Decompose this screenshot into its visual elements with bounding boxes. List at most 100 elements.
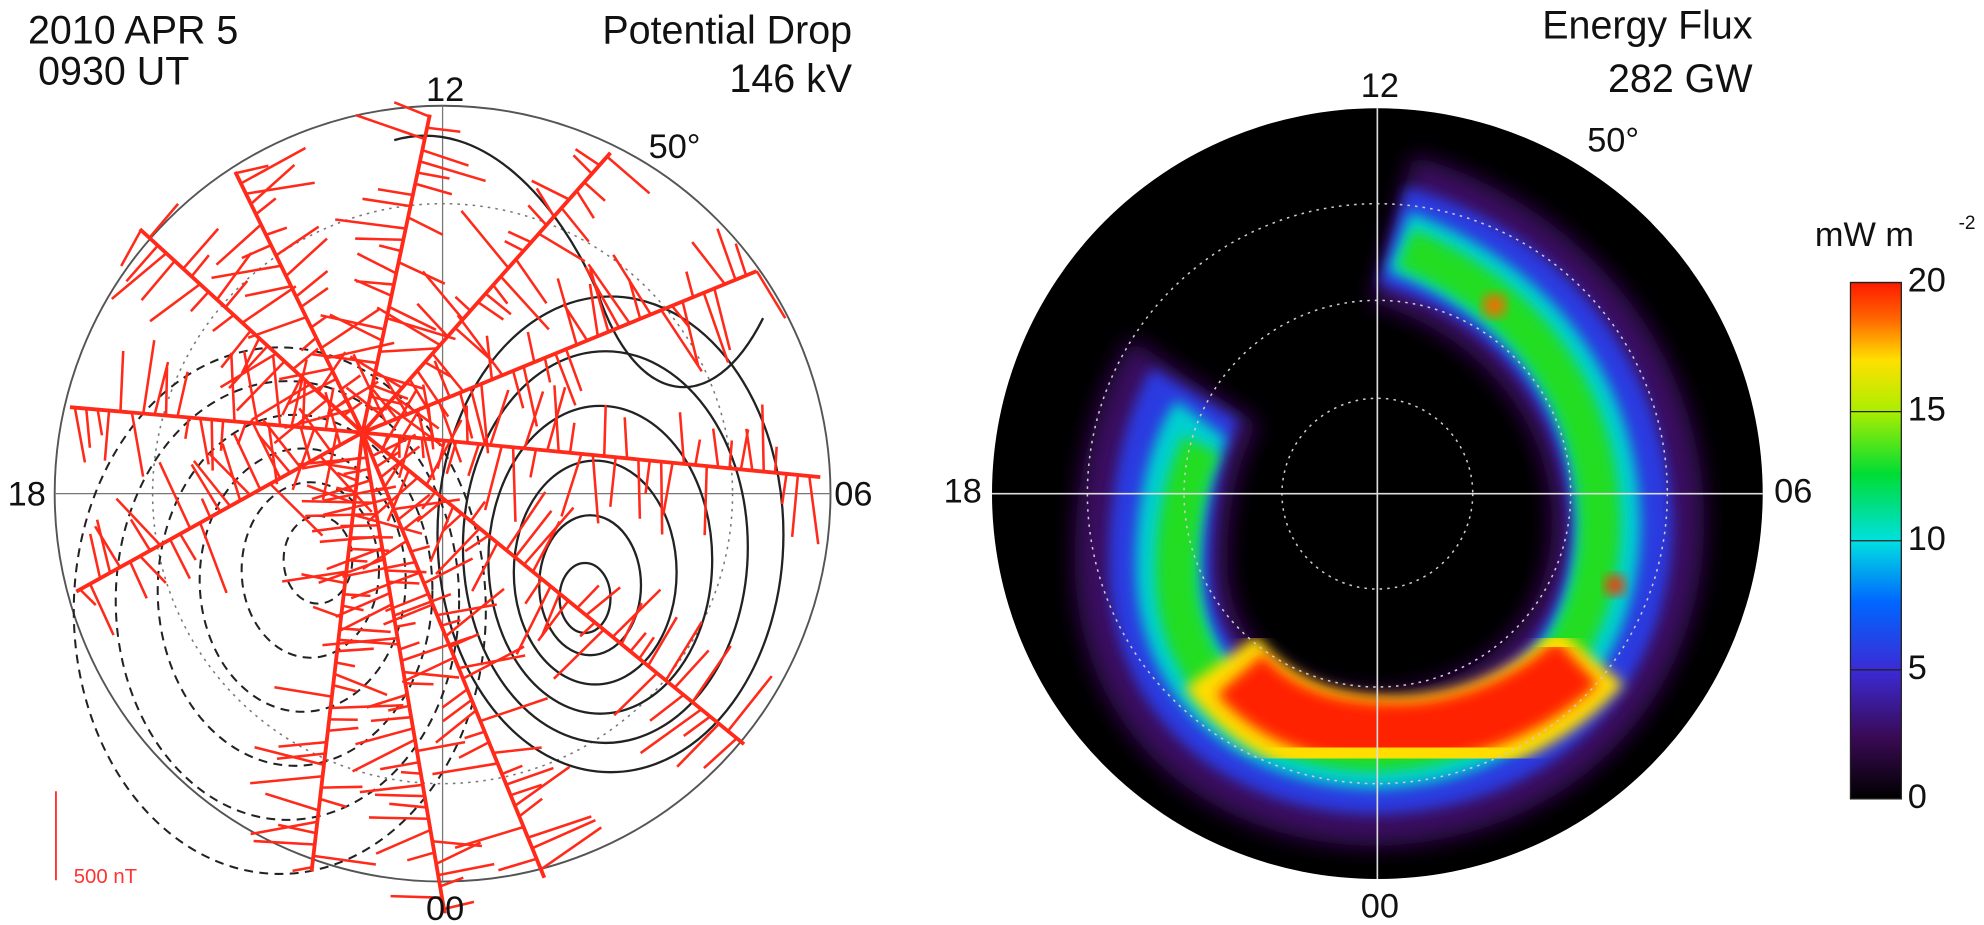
vector [659, 461, 664, 535]
contour [198, 447, 407, 713]
vector [322, 636, 398, 647]
vector [429, 506, 455, 563]
vector [397, 493, 431, 521]
vector [540, 593, 561, 637]
vector [366, 693, 408, 709]
vector [250, 820, 318, 836]
vector [120, 229, 143, 267]
vector [591, 454, 600, 524]
energy-flux-map [1074, 155, 1705, 846]
vector [734, 243, 748, 276]
vector [602, 404, 607, 457]
vector [278, 740, 327, 748]
vector [458, 654, 526, 670]
vector [355, 727, 414, 746]
vector [609, 457, 617, 507]
vector [403, 670, 460, 679]
vector [334, 672, 388, 697]
vector [335, 591, 391, 618]
vector [322, 462, 359, 471]
vector [79, 588, 97, 606]
vector [176, 371, 189, 417]
vector-spoke [361, 431, 746, 746]
mlt-label: 06 [1774, 473, 1812, 511]
vector [469, 500, 487, 522]
vector [182, 227, 220, 270]
mlt-label: 06 [834, 475, 872, 513]
vector [327, 726, 359, 733]
vector [588, 283, 600, 337]
vector [352, 353, 388, 424]
vector [568, 422, 576, 453]
colorbar-tick-label: 5 [1908, 649, 1927, 687]
vector [321, 785, 363, 789]
contour [240, 481, 381, 659]
vector [305, 512, 377, 518]
vector [158, 461, 192, 529]
vector [511, 447, 517, 522]
vector [251, 383, 311, 421]
vector [387, 580, 420, 585]
vector [401, 514, 422, 532]
vector [300, 336, 318, 352]
vector [370, 715, 412, 723]
vector [387, 704, 410, 712]
vector [523, 506, 575, 566]
vector [467, 443, 481, 477]
panel-value: 282 GW [1608, 57, 1753, 101]
vector [153, 361, 170, 415]
vector [664, 621, 703, 682]
vector [235, 360, 286, 412]
vector [761, 404, 766, 472]
vector [612, 254, 652, 316]
vector [379, 445, 421, 479]
vector [389, 802, 427, 809]
mlt-label: 12 [1361, 67, 1399, 105]
vector [355, 279, 394, 286]
vector [421, 384, 435, 440]
vector [189, 291, 210, 313]
vector [681, 301, 700, 366]
colorbar-unit-exponent: -2 [1959, 213, 1976, 234]
vector [531, 520, 561, 573]
vector [431, 352, 464, 392]
vector [511, 370, 525, 409]
vector [460, 210, 510, 269]
vector [416, 409, 436, 481]
vector-spoke [360, 114, 432, 434]
vector [393, 101, 430, 118]
vector [515, 585, 552, 655]
vector [299, 425, 312, 462]
vector [493, 746, 542, 755]
vector [350, 571, 421, 600]
vector [728, 440, 734, 469]
vector [661, 462, 674, 516]
vector-spoke [360, 431, 547, 879]
vector [579, 621, 596, 638]
vector [523, 391, 545, 449]
vector [479, 697, 549, 723]
vector [562, 303, 589, 342]
vector [464, 534, 490, 553]
vector [389, 406, 422, 457]
vector [606, 155, 651, 195]
vector [359, 783, 423, 794]
vector [355, 113, 426, 141]
vector [489, 389, 510, 446]
vector [241, 243, 272, 260]
vector [257, 433, 292, 474]
vector [685, 271, 695, 298]
vector [572, 154, 593, 175]
vector [649, 693, 685, 722]
vector [417, 171, 450, 180]
vector [295, 270, 329, 298]
contour [114, 380, 461, 821]
vector [235, 164, 269, 175]
vector [445, 441, 458, 475]
vector [540, 826, 603, 871]
vector [638, 636, 655, 660]
vector [220, 329, 252, 369]
colorbar-tick-label: 10 [1908, 520, 1946, 558]
vector [575, 190, 595, 219]
vector [355, 237, 404, 242]
